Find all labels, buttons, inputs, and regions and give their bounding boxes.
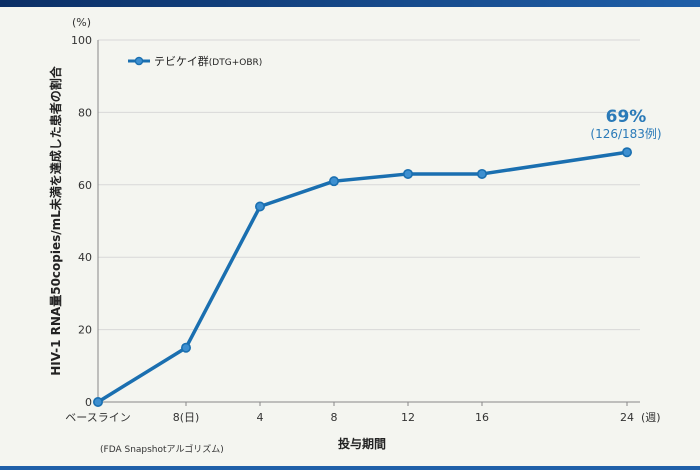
data-points	[93, 147, 632, 407]
data-point	[328, 176, 339, 187]
y-tick-label: 100	[71, 34, 92, 47]
series-line-tivicay	[97, 150, 628, 404]
data-point	[476, 168, 487, 179]
data-point	[621, 147, 632, 158]
x-axis-title: 投与期間	[338, 436, 386, 451]
top-accent-bar	[0, 0, 700, 7]
legend-marker-swatch	[134, 56, 144, 66]
legend-label: テビケイ群(DTG+OBR)	[154, 54, 262, 68]
y-tick-label: 60	[78, 179, 92, 192]
annotation-value: 69%	[606, 107, 647, 127]
x-tick-label: 16	[475, 411, 489, 424]
y-tick-label: 20	[78, 324, 92, 337]
y-unit-label: (%)	[72, 16, 91, 29]
legend-series-suffix: (DTG+OBR)	[209, 58, 262, 68]
x-tick-label: 24	[620, 411, 634, 424]
data-point	[402, 168, 413, 179]
y-tick-label: 0	[85, 396, 92, 409]
footnote: (FDA Snapshotアルゴリズム)	[100, 443, 224, 455]
y-tick-label: 40	[78, 251, 92, 264]
annotation-detail: (126/183例)	[590, 127, 661, 141]
x-tick-label: 12	[401, 411, 415, 424]
data-point	[93, 396, 104, 407]
data-point	[181, 342, 192, 353]
x-tick-label: 8(日)	[173, 411, 200, 424]
bottom-accent-bar	[0, 466, 700, 470]
legend: テビケイ群(DTG+OBR)	[128, 54, 262, 68]
x-tick-label: 4	[257, 411, 264, 424]
gridlines	[98, 39, 640, 331]
data-point	[255, 201, 266, 212]
y-axis-title: HIV-1 RNA量50copies/mL未満を達成した患者の割合	[48, 65, 63, 376]
x-tick-label: ベースライン	[65, 411, 130, 424]
legend-series-name: テビケイ群	[154, 54, 209, 68]
x-unit-label: (週)	[641, 411, 661, 424]
x-tick-labels: ベースライン 8(日) 4 8 12 16 24	[65, 402, 634, 424]
x-tick-label: 8	[331, 411, 338, 424]
y-tick-label: 80	[78, 106, 92, 119]
y-tick-labels: 0 20 40 60 80 100	[71, 34, 92, 409]
axes	[97, 40, 640, 403]
